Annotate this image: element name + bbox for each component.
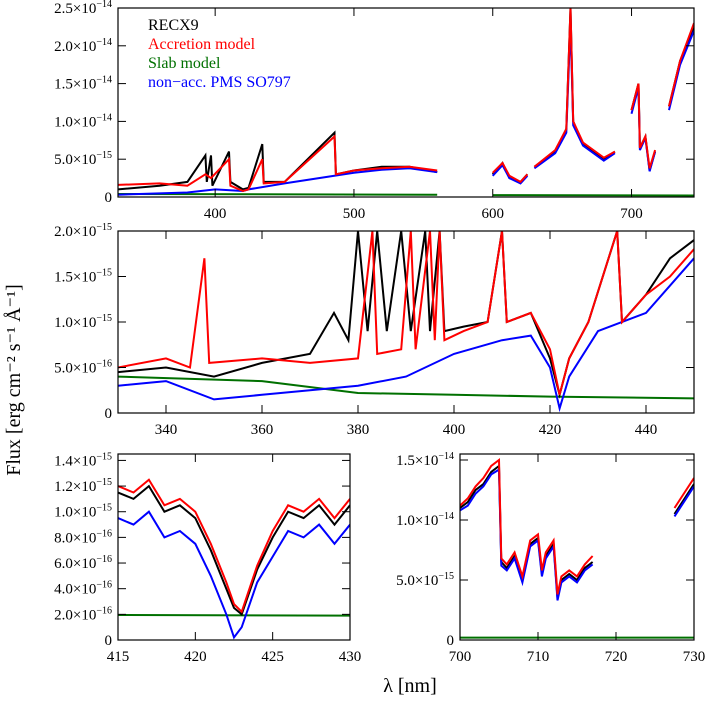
series-non-acc-pms-so797	[460, 467, 694, 601]
series-line	[668, 30, 694, 111]
series-line	[491, 161, 529, 184]
series-accretion-model	[118, 8, 694, 193]
y-tick-label: 1.0×10−15	[54, 503, 112, 521]
series-line	[533, 8, 616, 168]
plot-frame	[117, 7, 695, 198]
y-tick-label: 8.0×10−16	[54, 528, 112, 546]
y-tick-label: 1.5×10−14	[54, 75, 112, 93]
legend-entry: RECX9	[148, 17, 199, 34]
series-line	[118, 375, 694, 400]
series-line	[533, 23, 616, 170]
x-tick-label: 420	[184, 649, 207, 665]
y-tick-label: 5.0×10−15	[54, 150, 112, 168]
series-line	[118, 510, 350, 640]
x-tick-label: 360	[251, 422, 274, 438]
x-axis-label: λ [nm]	[383, 675, 437, 697]
series-recx9	[118, 231, 694, 399]
x-tick-label: 700	[449, 649, 472, 665]
y-tick-label: 0	[105, 633, 113, 649]
series-line	[118, 484, 350, 616]
series-line	[118, 130, 438, 191]
x-tick-label: 420	[539, 422, 562, 438]
series-line	[118, 134, 438, 193]
x-tick-label: 415	[107, 649, 130, 665]
y-tick-label: 1.5×10−14	[396, 451, 454, 469]
y-tick-label: 2.0×10−15	[54, 222, 112, 240]
series-line	[118, 478, 350, 614]
series-slab-model	[118, 375, 694, 400]
series-line	[118, 231, 694, 396]
plot-frame	[117, 453, 351, 641]
y-tick-label: 1.4×10−15	[54, 451, 112, 469]
x-tick-label: 425	[261, 649, 284, 665]
series-line	[668, 22, 694, 107]
y-tick-label: 2.5×10−14	[54, 0, 112, 17]
series-slab-model	[118, 193, 694, 197]
x-tick-label: 400	[204, 206, 227, 222]
y-tick-label: 1.0×10−14	[396, 511, 454, 529]
y-tick-label: 2.0×10−14	[54, 37, 112, 55]
x-tick-label: 380	[347, 422, 370, 438]
x-tick-label: 730	[683, 649, 706, 665]
series-accretion-model	[460, 458, 694, 595]
series-line	[673, 485, 694, 517]
series-line	[118, 257, 694, 413]
legend-entry: Accretion model	[148, 36, 256, 53]
series-line	[460, 458, 594, 595]
series-non-acc-pms-so797	[118, 510, 350, 640]
y-tick-label: 5.0×10−15	[396, 571, 454, 589]
series-accretion-model	[118, 231, 694, 396]
series-line	[118, 231, 694, 399]
series-line	[118, 614, 350, 617]
x-tick-label: 500	[343, 206, 366, 222]
x-tick-label: 340	[155, 422, 178, 438]
y-tick-label: 2.0×10−16	[54, 605, 112, 623]
y-tick-label: 0	[447, 633, 455, 649]
panel-bottom-right: 700 710 720 730 0 5.0×10−15 1.0×10−14 1.5×10−14	[396, 451, 705, 665]
y-tick-label: 5.0×10−16	[54, 359, 112, 377]
x-tick-label: 710	[527, 649, 550, 665]
series-recx9	[460, 464, 694, 599]
series-non-acc-pms-so797	[118, 257, 694, 413]
y-tick-label: 0	[105, 406, 113, 422]
y-tick-label: 1.0×10−15	[54, 313, 112, 331]
y-tick-label: 0	[105, 190, 113, 206]
y-tick-label: 1.2×10−15	[54, 477, 112, 495]
series-line	[673, 483, 694, 515]
y-tick-label: 4.0×10−16	[54, 580, 112, 598]
series-line	[533, 8, 616, 168]
series-slab-model	[118, 614, 350, 617]
x-tick-label: 400	[443, 422, 466, 438]
series-line	[630, 83, 657, 169]
legend-entry: non−acc. PMS SO797	[148, 74, 291, 91]
series-line	[460, 467, 594, 601]
panel-top: 400 500 600 700 0 5.0×10−15 1.0×10−14 1.5×10−14…	[54, 0, 695, 222]
series-line	[118, 167, 438, 196]
y-axis-label: Flux [erg cm⁻² s⁻¹ Å⁻¹]	[3, 284, 25, 476]
panel-middle: 340 360 380 400 420 440 0 5.0×10−16 1.0×10−15 1.5…	[54, 222, 695, 438]
y-tick-label: 1.5×10−15	[54, 268, 112, 286]
plot-frame	[459, 453, 695, 641]
y-tick-label: 1.0×10−14	[54, 112, 112, 130]
series-line	[491, 163, 529, 185]
panel-bottom-left: 415 420 425 430 0 2.0×10−16 4.0×10−16 6.0×10−16…	[54, 451, 361, 665]
legend-entry: Slab model	[148, 55, 221, 72]
series-accretion-model	[118, 478, 350, 614]
series-line	[673, 477, 694, 509]
x-tick-label: 700	[620, 206, 643, 222]
x-tick-label: 600	[481, 206, 504, 222]
x-tick-label: 440	[635, 422, 658, 438]
y-tick-label: 6.0×10−16	[54, 554, 112, 572]
x-tick-label: 720	[605, 649, 628, 665]
x-tick-label: 430	[339, 649, 362, 665]
series-recx9	[118, 484, 350, 616]
series-line	[118, 193, 438, 196]
